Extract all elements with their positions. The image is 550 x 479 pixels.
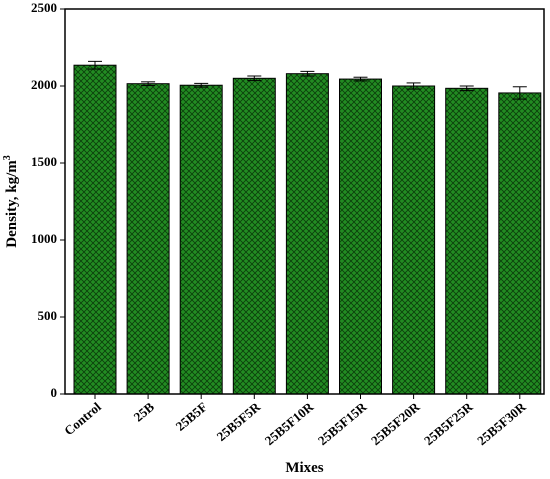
- error-bar-control: [88, 60, 102, 70]
- bar-25b5f30r: [498, 92, 542, 395]
- error-bar-25b5f25r: [459, 85, 474, 92]
- error-bar-25b5f30r: [512, 86, 527, 100]
- bar-25b5f: [179, 84, 223, 395]
- bar-25b5f25r: [445, 87, 489, 395]
- x-tick-label: 25B5F: [173, 399, 210, 434]
- x-tick-label: 25B5F30R: [474, 399, 529, 448]
- error-bar-25b5f15r: [353, 76, 368, 82]
- error-bar-25b5f: [194, 82, 209, 88]
- y-axis: 0 500 1000 1500 2000 2500: [31, 0, 65, 400]
- x-tick-label: 25B5F15R: [315, 399, 370, 448]
- y-axis-label-text: Density, kg/m: [4, 160, 20, 248]
- x-tick-label: 25B5F20R: [368, 399, 423, 448]
- y-axis-label: Density, kg/m3: [2, 155, 20, 248]
- y-tick-label: 1000: [31, 231, 57, 246]
- y-axis-label-superscript: 3: [2, 155, 13, 160]
- y-tick-label: 1500: [31, 154, 57, 169]
- error-bar-25b5f20r: [406, 82, 421, 90]
- x-axis-label: Mixes: [285, 460, 323, 476]
- bar-control: [73, 64, 117, 395]
- x-tick-label: 25B5F25R: [421, 399, 476, 448]
- y-tick-label: 0: [51, 385, 58, 400]
- y-tick-label: 2500: [31, 0, 57, 15]
- error-bar-25b: [141, 81, 156, 87]
- plot-frame: [64, 8, 545, 395]
- bar-25b5f15r: [339, 78, 382, 395]
- bar-25b5f10r: [285, 73, 329, 395]
- error-bars-layer: [88, 60, 527, 100]
- bar-25b: [126, 83, 170, 395]
- x-tick-label: 25B5F10R: [262, 399, 317, 448]
- x-axis: Control 25B 25B5F 25B5F5R25B5F10R25B5F15R25…: [61, 394, 529, 448]
- x-tick-label: 25B5F5R: [214, 399, 264, 444]
- bar-25b5f20r: [392, 85, 436, 395]
- x-tick-label: Control: [61, 399, 104, 438]
- y-tick-label: 2000: [31, 77, 57, 92]
- bar-25b5f5r: [232, 77, 276, 395]
- error-bar-25b5f5r: [247, 75, 262, 82]
- y-tick-label: 500: [38, 308, 58, 323]
- x-tick-label: 25B: [131, 399, 157, 425]
- error-bar-25b5f10r: [300, 70, 315, 77]
- bars-layer: [73, 64, 542, 395]
